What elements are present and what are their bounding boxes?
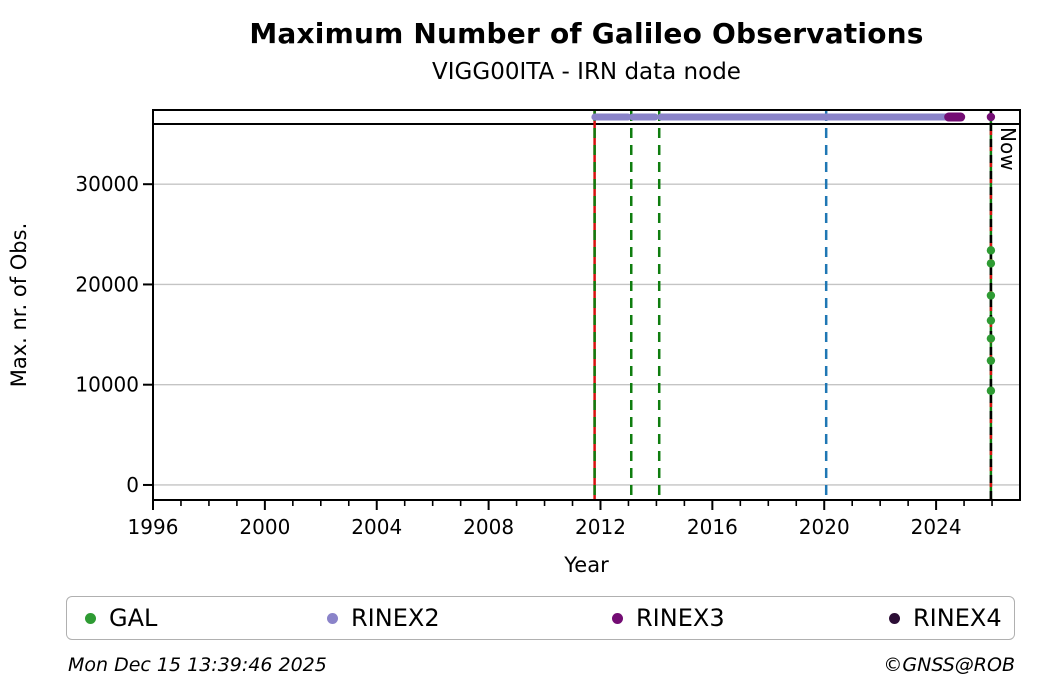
rinex3-data-point bbox=[986, 112, 996, 122]
gal-data-point bbox=[986, 259, 996, 268]
gal-data-point bbox=[986, 291, 996, 300]
gal-data-point bbox=[986, 386, 996, 395]
y-tick-label: 10000 bbox=[75, 373, 139, 397]
rinex4-dot-icon bbox=[889, 612, 900, 624]
x-tick-label: 1996 bbox=[128, 515, 179, 539]
legend-item-label: RINEX2 bbox=[351, 604, 440, 632]
chart-subtitle: VIGG00ITA - IRN data node bbox=[432, 59, 741, 85]
x-tick-label: 2016 bbox=[687, 515, 738, 539]
x-tick-label: 2000 bbox=[239, 515, 290, 539]
gal-data-point bbox=[986, 356, 996, 365]
legend-box: GAL RINEX2 RINEX3 RINEX4 bbox=[66, 596, 1015, 640]
gal-data-point bbox=[986, 246, 996, 255]
copyright-text: ©GNSS@ROB bbox=[883, 654, 1015, 676]
rinex2-dot-icon bbox=[327, 612, 338, 624]
y-tick-label: 0 bbox=[126, 473, 139, 497]
gal-data-point bbox=[986, 334, 996, 343]
legend-item-rinex2: RINEX2 bbox=[327, 597, 440, 639]
x-tick-label: 2024 bbox=[911, 515, 962, 539]
timestamp-text: Mon Dec 15 13:39:46 2025 bbox=[68, 654, 327, 676]
x-axis-label: Year bbox=[563, 553, 609, 577]
rinex3-dot-icon bbox=[612, 612, 623, 624]
x-tick-label: 2020 bbox=[799, 515, 850, 539]
y-tick-label: 30000 bbox=[75, 172, 139, 196]
y-tick-label: 20000 bbox=[75, 272, 139, 296]
gal-data-point bbox=[986, 316, 996, 325]
legend-item-label: RINEX3 bbox=[636, 604, 725, 632]
x-tick-label: 2012 bbox=[575, 515, 626, 539]
legend-item-label: RINEX4 bbox=[913, 604, 1002, 632]
legend-item-rinex3: RINEX3 bbox=[612, 597, 725, 639]
observation-chart: 0 10000 20000 30000 1996 2000 2004 2008 2012 2016… bbox=[7, 109, 1021, 577]
plot-border bbox=[152, 109, 1021, 501]
chart-title: Maximum Number of Galileo Observations bbox=[249, 17, 924, 50]
x-tick-label: 2008 bbox=[463, 515, 514, 539]
gal-dot-icon bbox=[85, 612, 96, 624]
now-label: Now bbox=[996, 127, 1020, 171]
legend-item-rinex4: RINEX4 bbox=[889, 597, 1002, 639]
y-axis-label: Max. nr. of Obs. bbox=[7, 223, 31, 388]
legend-item-label: GAL bbox=[109, 604, 158, 632]
legend-item-gal: GAL bbox=[85, 597, 157, 639]
x-tick-label: 2004 bbox=[351, 515, 402, 539]
